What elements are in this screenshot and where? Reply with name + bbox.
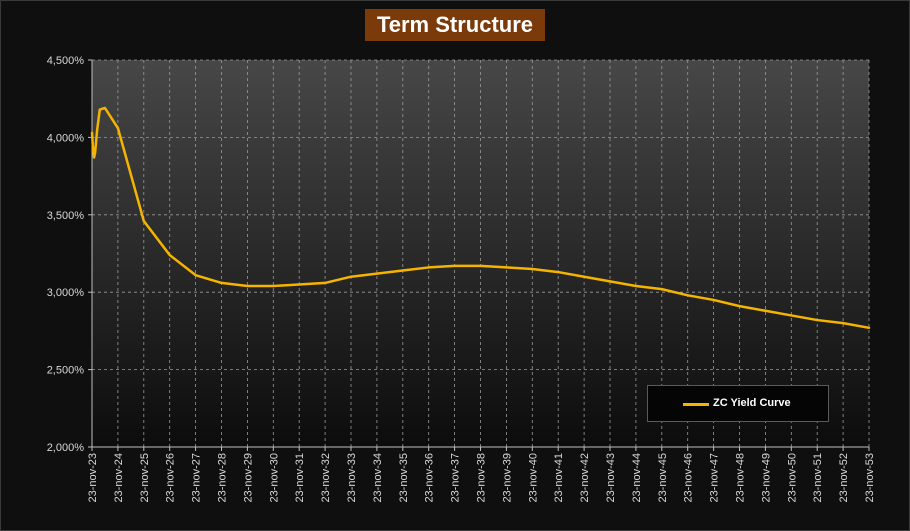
x-tick-label: 23-nov-45: [657, 453, 669, 503]
x-tick-label: 23-nov-49: [760, 453, 772, 503]
x-tick-label: 23-nov-25: [139, 453, 151, 503]
y-tick-label: 4,000%: [47, 132, 85, 144]
series-line-zc-yield-curve: [90, 106, 871, 330]
legend-swatch: [683, 403, 709, 406]
x-tick-label: 23-nov-28: [217, 453, 229, 503]
x-tick-label: 23-nov-52: [838, 453, 850, 503]
x-tick-label: 23-nov-47: [709, 453, 721, 503]
x-tick-label: 23-nov-27: [191, 453, 203, 503]
legend: ZC Yield Curve: [647, 385, 829, 422]
x-tick-label: 23-nov-53: [864, 453, 876, 503]
x-tick-label: 23-nov-32: [320, 453, 332, 503]
x-tick-label: 23-nov-44: [631, 453, 643, 503]
x-tick-label: 23-nov-43: [605, 453, 617, 503]
x-tick-label: 23-nov-33: [346, 453, 358, 503]
x-tick-label: 23-nov-51: [812, 453, 824, 503]
y-tick-label: 3,000%: [47, 287, 85, 299]
x-tick-label: 23-nov-42: [579, 453, 591, 503]
x-tick-label: 23-nov-46: [683, 453, 695, 503]
x-tick-label: 23-nov-41: [553, 453, 565, 503]
x-tick-label: 23-nov-30: [268, 453, 280, 503]
legend-label: ZC Yield Curve: [713, 397, 791, 409]
x-tick-label: 23-nov-40: [527, 453, 539, 503]
y-tick-label: 3,500%: [47, 210, 85, 222]
x-tick-label: 23-nov-35: [398, 453, 410, 503]
x-tick-label: 23-nov-26: [165, 453, 177, 503]
x-tick-label: 23-nov-37: [450, 453, 462, 503]
x-tick-label: 23-nov-48: [735, 453, 747, 503]
x-tick-label: 23-nov-24: [113, 453, 125, 503]
x-tick-label: 23-nov-38: [476, 453, 488, 503]
x-tick-label: 23-nov-39: [501, 453, 513, 503]
y-tick-label: 2,000%: [47, 442, 85, 454]
x-tick-label: 23-nov-50: [786, 453, 798, 503]
x-tick-label: 23-nov-23: [87, 453, 99, 503]
x-tick-label: 23-nov-36: [424, 453, 436, 503]
x-tick-label: 23-nov-31: [294, 453, 306, 503]
chart-title: Term Structure: [365, 9, 545, 41]
x-tick-label: 23-nov-29: [242, 453, 254, 503]
y-tick-label: 4,500%: [47, 55, 85, 67]
y-tick-label: 2,500%: [47, 365, 85, 377]
x-tick-label: 23-nov-34: [372, 453, 384, 503]
